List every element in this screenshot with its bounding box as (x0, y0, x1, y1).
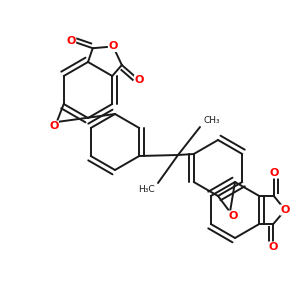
Text: O: O (134, 75, 144, 85)
Text: CH₃: CH₃ (203, 116, 220, 125)
Text: O: O (49, 121, 58, 131)
Text: O: O (228, 211, 238, 221)
Text: H₃C: H₃C (138, 185, 155, 194)
Text: O: O (66, 36, 76, 46)
Text: O: O (280, 205, 290, 215)
Text: O: O (269, 168, 278, 178)
Text: O: O (108, 41, 118, 52)
Text: O: O (268, 242, 278, 252)
